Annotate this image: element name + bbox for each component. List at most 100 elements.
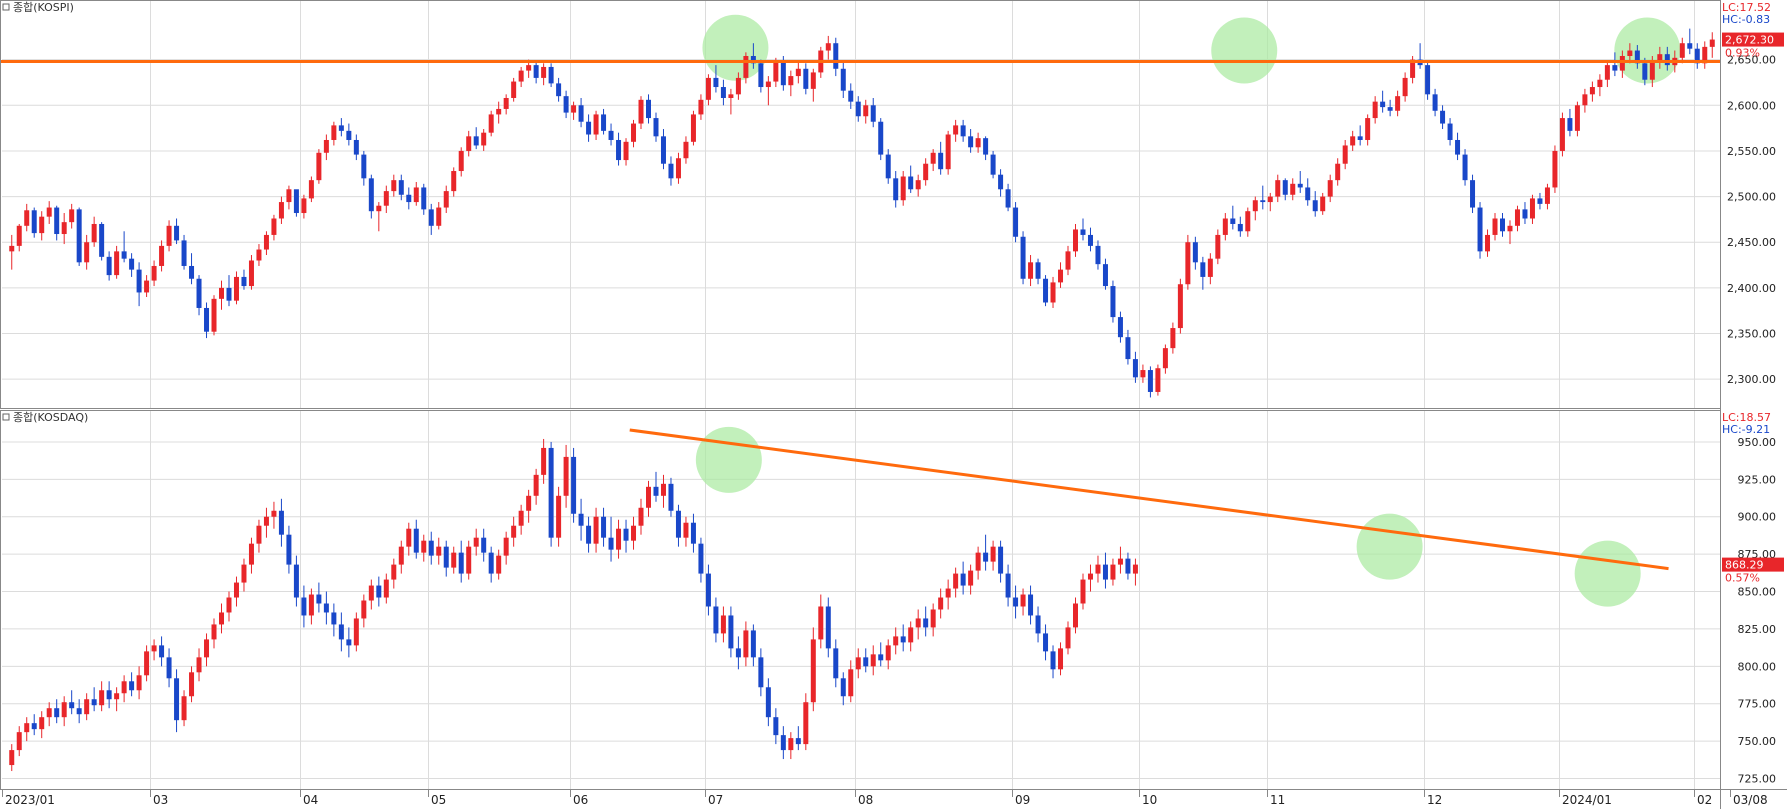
candle-body — [1619, 55, 1625, 71]
candle-body — [331, 125, 337, 140]
candle-body — [413, 187, 419, 203]
candle-body — [1102, 264, 1108, 287]
candle-body — [668, 483, 674, 511]
candle-body — [1177, 284, 1183, 329]
candle-body — [144, 280, 150, 293]
candle-body — [586, 525, 592, 544]
candle-body — [1050, 282, 1056, 303]
candle-body — [1312, 200, 1318, 212]
candle-body — [983, 138, 989, 155]
last-value-tag — [1722, 557, 1784, 572]
candle-body — [413, 528, 419, 553]
candle-body — [608, 130, 614, 140]
candle-body — [526, 65, 532, 71]
candle-body — [765, 81, 771, 88]
y-tick-label: 2,550.00 — [1727, 145, 1776, 158]
candle-body — [825, 606, 831, 649]
candle-body — [196, 657, 202, 673]
candle-body — [1065, 627, 1071, 649]
candle-body — [151, 645, 157, 652]
x-tick-label: 05 — [431, 793, 446, 807]
candle-body — [938, 152, 944, 170]
candle-body — [1664, 54, 1670, 66]
candle-body — [526, 495, 532, 511]
candle-body — [204, 307, 210, 332]
candle-body — [1597, 79, 1603, 88]
candle-body — [548, 447, 554, 538]
candle-body — [181, 240, 187, 266]
candle-body — [1357, 136, 1363, 140]
candle-body — [1005, 573, 1011, 598]
last-value-text: 868.29 — [1725, 559, 1764, 572]
candle-body — [758, 657, 764, 688]
candle-body — [1050, 651, 1056, 670]
candle-body — [758, 63, 764, 88]
candle-body — [323, 603, 329, 613]
candle-body — [1537, 198, 1543, 204]
candle-body — [1297, 183, 1303, 188]
candle-body — [870, 654, 876, 667]
y-tick-label: 2,400.00 — [1727, 282, 1776, 295]
hc-label: HC:-0.83 — [1722, 13, 1770, 26]
candle-body — [1185, 242, 1191, 285]
candle-body — [466, 546, 472, 574]
candle-body — [376, 585, 382, 598]
candle-body — [1604, 65, 1610, 80]
candle-body — [1365, 118, 1371, 140]
candle-body — [578, 513, 584, 526]
candle-body — [428, 209, 434, 226]
candle-body — [451, 552, 457, 568]
candle-body — [541, 447, 547, 475]
candle-body — [1649, 61, 1655, 80]
x-tick-label: 2023/01 — [5, 793, 55, 807]
candle-body — [563, 96, 569, 113]
candle-body — [121, 681, 127, 694]
y-tick-label: 900.00 — [1738, 511, 1777, 524]
candle-body — [923, 163, 929, 181]
candle-body — [638, 507, 644, 526]
candle-body — [698, 543, 704, 574]
candle-body — [833, 43, 839, 69]
candle-body — [189, 265, 195, 279]
candle-body — [601, 114, 607, 131]
x-tick-label: 08 — [858, 793, 873, 807]
candle-body — [84, 699, 90, 715]
candle-body — [1260, 200, 1266, 203]
candle-body — [1147, 370, 1153, 392]
candle-body — [960, 125, 966, 137]
candle-body — [1559, 118, 1565, 151]
candle-body — [1215, 234, 1221, 259]
candle-body — [1567, 118, 1573, 131]
candle-body — [263, 516, 269, 526]
candle-body — [166, 657, 172, 679]
lc-label: LC:18.57 — [1722, 411, 1771, 424]
candle-body — [451, 171, 457, 192]
candle-body — [488, 114, 494, 133]
candle-body — [189, 672, 195, 697]
candle-body — [436, 546, 442, 556]
candle-body — [1132, 359, 1138, 378]
candle-body — [1544, 187, 1550, 204]
candle-body — [938, 597, 944, 610]
candle-body — [788, 76, 794, 86]
candle-body — [1440, 110, 1446, 124]
candle-body — [1589, 87, 1595, 95]
candle-body — [248, 543, 254, 565]
candle-body — [795, 738, 801, 745]
candle-body — [1395, 96, 1401, 111]
candle-body — [1110, 286, 1116, 318]
candle-body — [631, 123, 637, 142]
candle-body — [803, 68, 809, 89]
candle-body — [960, 573, 966, 586]
candle-body — [263, 234, 269, 250]
candle-body — [383, 579, 389, 598]
candle-body — [338, 624, 344, 640]
candle-body — [968, 570, 974, 586]
y-tick-label: 2,450.00 — [1727, 236, 1776, 249]
panel-menu-icon — [2, 413, 10, 421]
candle-body — [743, 55, 749, 78]
candle-body — [174, 678, 180, 721]
candle-body — [488, 552, 494, 574]
candle-body — [893, 178, 899, 201]
